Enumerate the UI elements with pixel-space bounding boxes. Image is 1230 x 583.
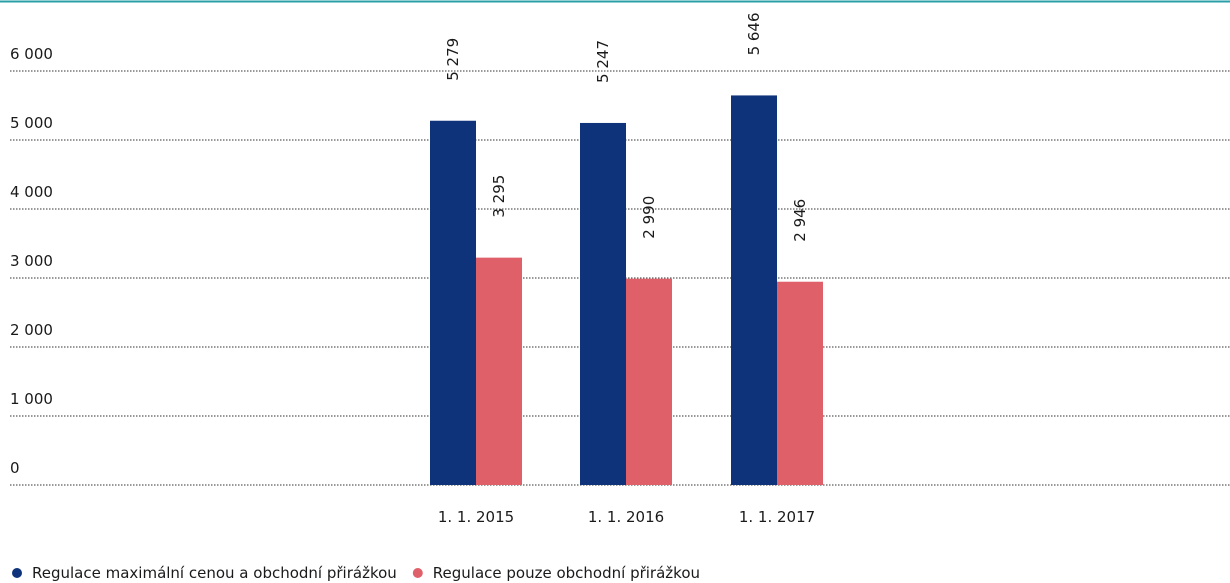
x-tick-label: 1. 1. 2017: [739, 508, 815, 526]
value-label: 5 279: [444, 38, 462, 81]
bar: [731, 95, 777, 486]
legend-label: Regulace pouze obchodní přirážkou: [433, 564, 700, 582]
bar: [580, 122, 626, 485]
value-label: 5 646: [745, 12, 763, 55]
bar: [777, 281, 823, 485]
y-tick-label: 2 000: [10, 321, 53, 339]
x-tick-label: 1. 1. 2015: [438, 508, 514, 526]
value-label: 5 247: [594, 40, 612, 83]
value-label: 2 990: [640, 196, 658, 239]
y-tick-label: 3 000: [10, 252, 53, 270]
x-tick-label: 1. 1. 2016: [588, 508, 664, 526]
legend-marker: [412, 568, 423, 578]
y-tick-label: 0: [10, 459, 20, 477]
legend-marker: [12, 568, 22, 578]
bar: [430, 120, 476, 486]
y-tick-label: 1 000: [10, 390, 53, 408]
bar: [626, 278, 672, 485]
value-label: 2 946: [791, 199, 809, 242]
bar: [476, 257, 522, 485]
legend-label: Regulace maximální cenou a obchodní přir…: [32, 564, 397, 582]
y-tick-label: 6 000: [10, 45, 53, 63]
value-label: 3 295: [490, 175, 508, 218]
y-tick-label: 5 000: [10, 114, 53, 132]
y-tick-label: 4 000: [10, 183, 53, 201]
